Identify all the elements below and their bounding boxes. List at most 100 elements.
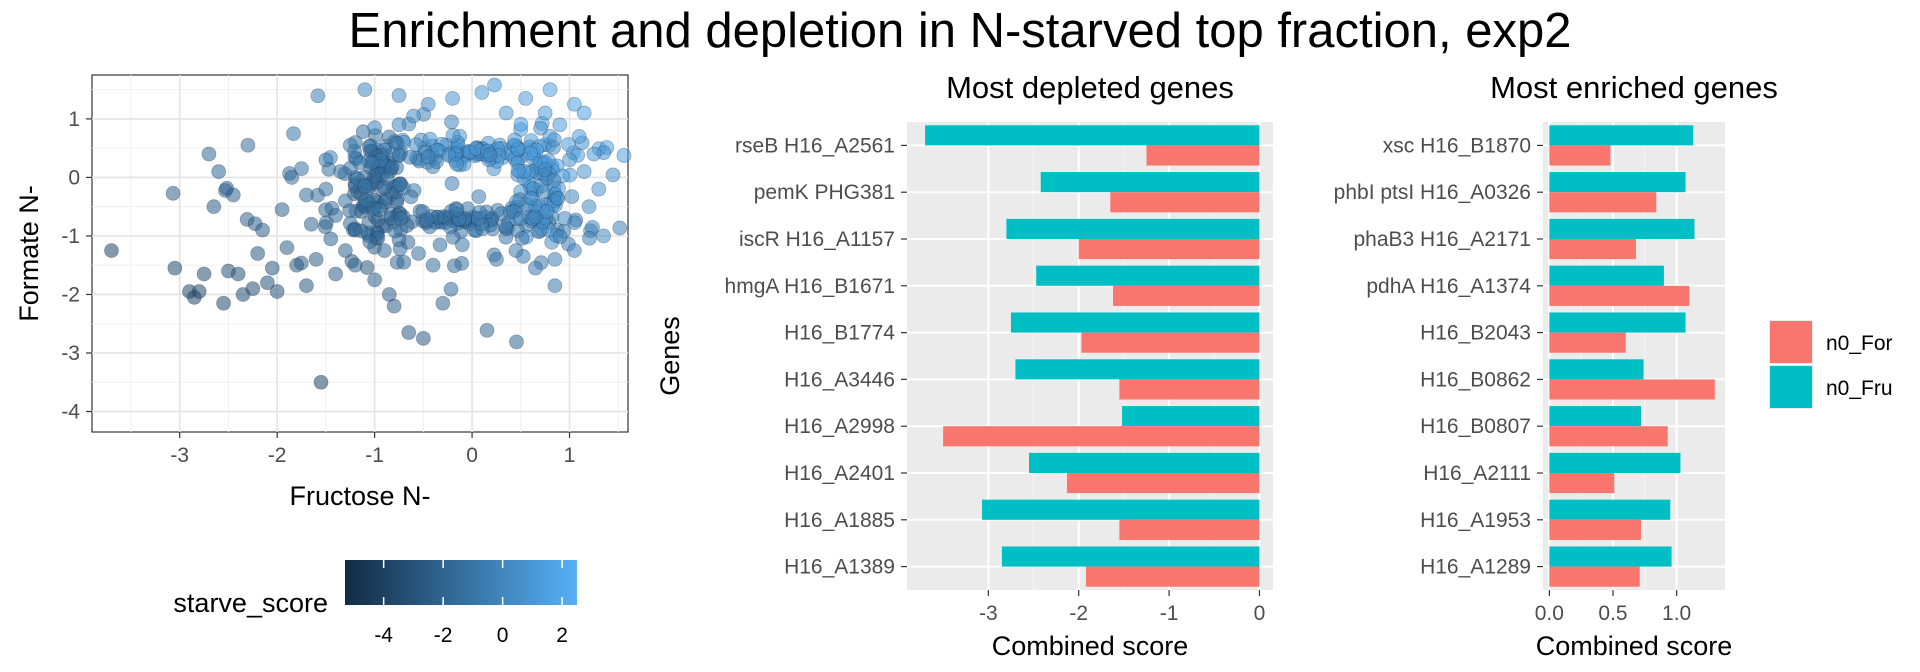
bar-n0_For [1146, 145, 1260, 166]
scatter-point [359, 260, 375, 275]
bar-n0_For [943, 426, 1260, 447]
scatter-point [387, 223, 403, 239]
colorbar-tick-label: -4 [374, 624, 393, 647]
scatter-point [303, 216, 319, 232]
scatter-point [216, 295, 231, 311]
scatter-point [542, 82, 558, 98]
x-tick-label: -1 [1160, 602, 1179, 625]
bar-n0_Fru [1549, 218, 1695, 239]
scatter-point [357, 82, 373, 98]
x-tick-label: 0 [1254, 602, 1266, 625]
scatter-point [393, 211, 409, 226]
bar-n0_For [1078, 239, 1260, 260]
scatter-point [446, 258, 462, 274]
x-tick-label: 0.0 [1535, 602, 1564, 625]
scatter-point [313, 374, 329, 390]
colorbar-title: starve_score [173, 588, 328, 618]
scatter-point [337, 193, 353, 209]
scatter-point [489, 251, 504, 267]
bar-n0_Fru [1549, 359, 1644, 380]
panel-subtitle: Most enriched genes [1490, 70, 1778, 105]
scatter-point [298, 278, 314, 294]
scatter-point [537, 162, 553, 177]
scatter-point [449, 156, 465, 172]
x-tick-label: -1 [365, 444, 384, 467]
scatter-point [230, 266, 246, 282]
colorbar [345, 560, 577, 605]
scatter-point [352, 155, 368, 171]
scatter-point [576, 105, 592, 121]
x-tick-label: -2 [1069, 602, 1088, 625]
bar-n0_Fru [1122, 406, 1260, 427]
scatter-point [294, 161, 309, 177]
bar-n0_Fru [982, 499, 1260, 520]
x-tick-label: 1.0 [1662, 602, 1691, 625]
scatter-point [507, 132, 523, 148]
scatter-point [328, 266, 344, 282]
scatter-point [269, 284, 285, 299]
scatter-point [425, 257, 441, 273]
gene-label: H16_A2111 [1423, 462, 1531, 485]
fill-legend: n0_For n0_Fru [1769, 320, 1893, 409]
scatter-point [567, 96, 582, 112]
bar-n0_Fru [1549, 546, 1672, 567]
bar-n0_For [1549, 566, 1640, 587]
scatter-point [509, 334, 524, 350]
scatter-point [274, 202, 290, 218]
scatter-point [444, 176, 460, 191]
legend-swatch [1770, 321, 1812, 363]
bar-n0_For [1119, 379, 1260, 400]
scatter-point [317, 219, 333, 235]
bar-n0_For [1085, 566, 1260, 587]
y-tick-label: 0 [68, 166, 80, 189]
scatter-point [582, 230, 597, 246]
scatter-point [298, 187, 314, 203]
bar-n0_For [1549, 519, 1641, 540]
scatter-point [557, 210, 573, 226]
scatter-point [396, 254, 412, 270]
bar-n0_Fru [1549, 172, 1686, 193]
scatter-point [420, 149, 436, 165]
scatter-point [571, 129, 587, 144]
bar-n0_Fru [1549, 125, 1694, 146]
scatter-point [240, 137, 256, 153]
scatter-point [225, 187, 241, 203]
y-tick-label: -2 [61, 283, 80, 306]
scatter-point [581, 199, 597, 215]
scatter-point [591, 181, 607, 197]
gene-label: H16_A1953 [1420, 509, 1531, 532]
scatter-point [454, 237, 470, 253]
scatter-point [552, 229, 568, 244]
scatter-point [191, 284, 207, 299]
colorbar-tick-label: 2 [556, 624, 568, 647]
gene-label: H16_A1885 [784, 509, 895, 532]
bar-n0_Fru [1549, 265, 1664, 286]
bar-n0_For [1549, 145, 1611, 166]
scatter-point [406, 108, 422, 124]
bar-n0_For [1066, 473, 1260, 494]
scatter-point [420, 96, 436, 112]
scatter-point [546, 172, 562, 188]
scatter-point [547, 278, 563, 294]
scatter-point [567, 243, 582, 258]
scatter-point [167, 260, 183, 276]
scatter-point [402, 149, 418, 165]
scatter-point [487, 77, 502, 93]
bar-n0_For [1549, 379, 1715, 400]
scatter-point [328, 208, 344, 223]
bar-n0_For [1549, 239, 1636, 260]
scatter-point [323, 231, 339, 247]
scatter-point [513, 116, 529, 132]
scatter-point [318, 181, 334, 197]
scatter-point [498, 105, 514, 121]
gene-label: H16_A2401 [784, 462, 895, 485]
gene-label: H16_A3446 [784, 368, 895, 391]
scatter-point [165, 185, 181, 201]
scatter-point [415, 330, 431, 346]
scatter-point [367, 272, 383, 288]
scatter-point [564, 189, 580, 205]
scatter-point [310, 88, 326, 104]
depleted-panel: rseB H16_A2561 pemK PHG381 iscR H16_A1157h… [655, 70, 1273, 661]
figure-title: Enrichment and depletion in N-starved to… [349, 4, 1572, 58]
colorbar-tick-label: 0 [497, 624, 509, 647]
